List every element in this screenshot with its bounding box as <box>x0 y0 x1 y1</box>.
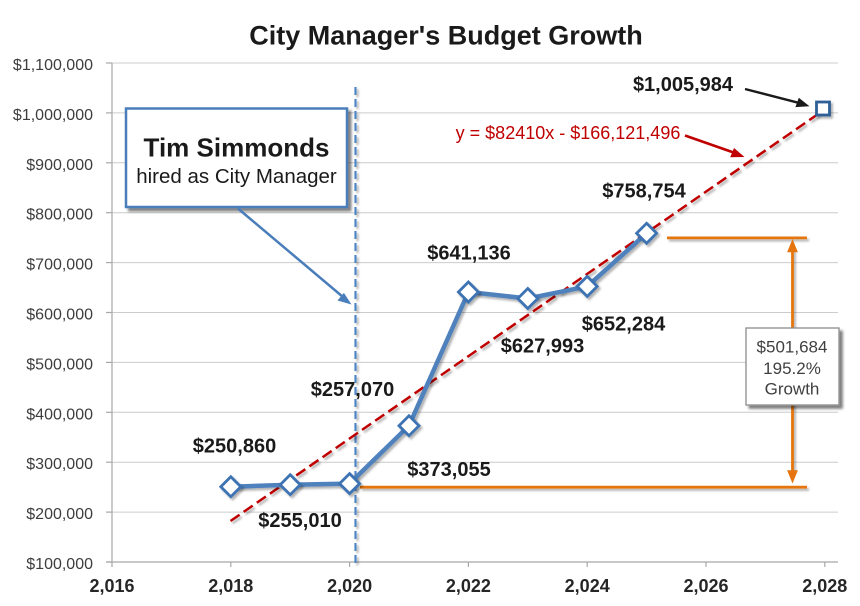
svg-text:$257,070: $257,070 <box>311 379 394 401</box>
svg-text:hired as City Manager: hired as City Manager <box>136 165 337 188</box>
svg-text:$255,010: $255,010 <box>258 510 341 532</box>
svg-text:$250,860: $250,860 <box>193 436 276 458</box>
svg-text:$500,000: $500,000 <box>26 356 93 373</box>
svg-text:Tim Simmonds: Tim Simmonds <box>144 132 330 162</box>
svg-text:$100,000: $100,000 <box>26 556 93 573</box>
svg-text:2,022: 2,022 <box>446 576 491 596</box>
svg-text:$641,136: $641,136 <box>427 243 510 265</box>
svg-text:$600,000: $600,000 <box>26 307 93 324</box>
svg-text:$200,000: $200,000 <box>26 506 93 523</box>
svg-text:$400,000: $400,000 <box>26 406 93 423</box>
svg-text:2,026: 2,026 <box>683 576 728 596</box>
svg-text:$758,754: $758,754 <box>602 181 686 203</box>
svg-text:$1,005,984: $1,005,984 <box>633 74 734 96</box>
svg-text:$900,000: $900,000 <box>26 157 93 174</box>
svg-text:2,024: 2,024 <box>565 576 610 596</box>
svg-text:$1,100,000: $1,100,000 <box>13 57 93 74</box>
svg-text:y = $82410x - $166,121,496: y = $82410x - $166,121,496 <box>456 123 681 143</box>
svg-text:2,028: 2,028 <box>802 576 847 596</box>
svg-text:$652,284: $652,284 <box>582 314 666 336</box>
svg-text:$373,055: $373,055 <box>407 459 490 481</box>
svg-text:$700,000: $700,000 <box>26 257 93 274</box>
svg-text:Growth: Growth <box>765 380 820 399</box>
svg-text:City Manager's Budget Growth: City Manager's Budget Growth <box>249 21 642 51</box>
svg-text:$800,000: $800,000 <box>26 207 93 224</box>
svg-text:2,020: 2,020 <box>327 576 372 596</box>
svg-text:2,018: 2,018 <box>208 576 253 596</box>
svg-text:$501,684: $501,684 <box>757 338 828 357</box>
svg-text:$627,993: $627,993 <box>501 336 584 358</box>
svg-text:$1,000,000: $1,000,000 <box>13 107 93 124</box>
svg-text:195.2%: 195.2% <box>763 359 821 378</box>
svg-text:$300,000: $300,000 <box>26 456 93 473</box>
svg-text:2,016: 2,016 <box>89 576 134 596</box>
